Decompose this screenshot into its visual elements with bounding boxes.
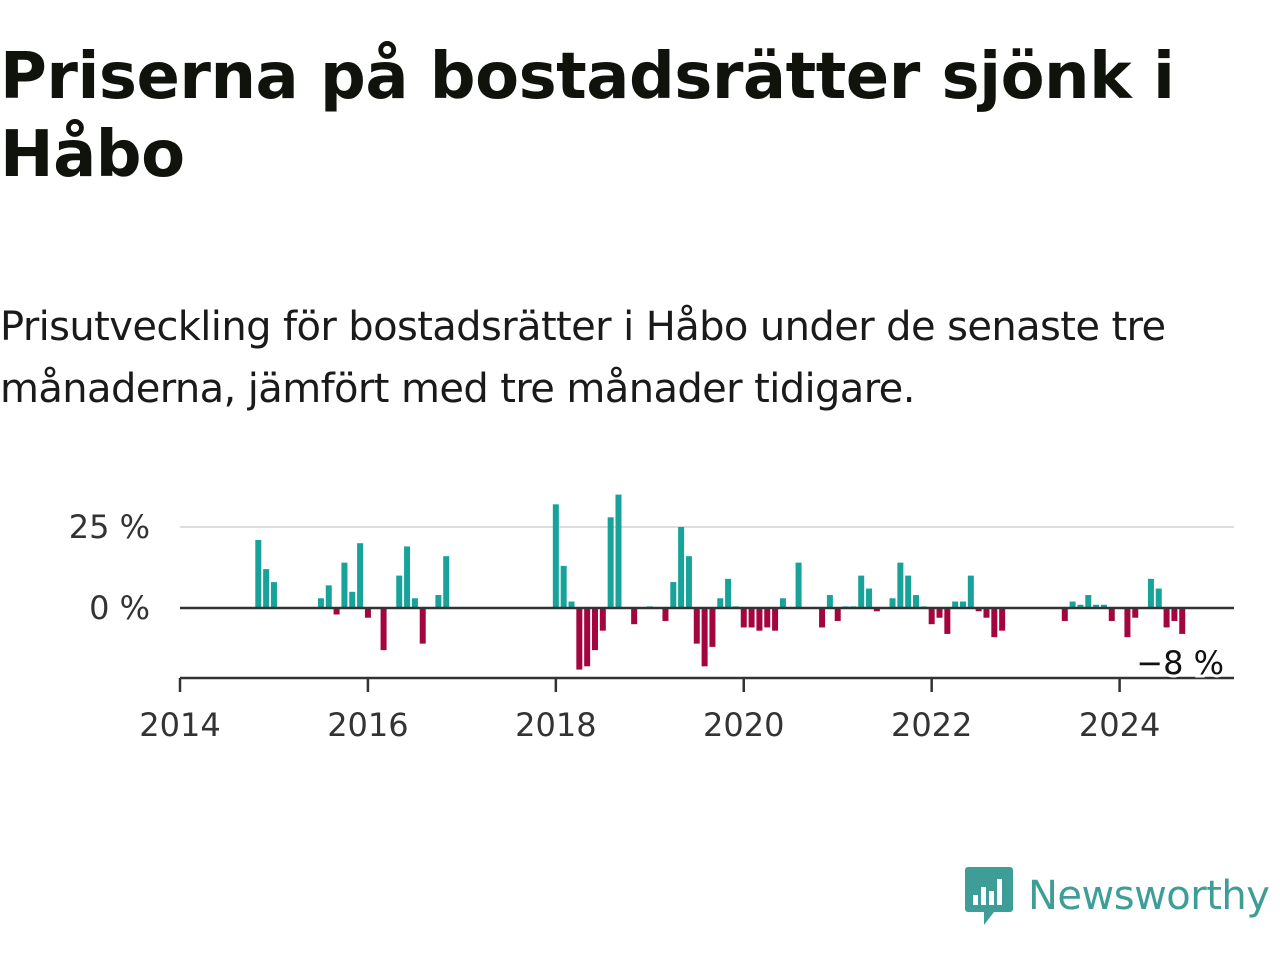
bar [1171, 608, 1178, 621]
bar [584, 608, 591, 667]
chart-subtitle: Prisutveckling för bostadsrätter i Håbo … [0, 304, 1166, 412]
bar [944, 608, 951, 634]
bar [928, 608, 935, 625]
bar [1100, 604, 1107, 608]
bar [615, 494, 622, 608]
bar [725, 578, 732, 608]
bar [764, 608, 771, 628]
bar [1163, 608, 1170, 628]
bar [748, 608, 755, 628]
bar [1069, 601, 1076, 608]
labels: 0 % 25 % 2014 2016 2018 2020 2022 2024 −8 % [69, 508, 1227, 744]
x-tick-label: 2022 [891, 706, 972, 744]
bar [999, 608, 1006, 631]
bar [1093, 604, 1100, 608]
y-tick-label: 25 % [69, 508, 150, 546]
bar [341, 562, 348, 608]
bars [255, 494, 1186, 670]
bar [756, 608, 763, 631]
bar [693, 608, 700, 644]
bar [552, 504, 559, 608]
bar [1179, 608, 1186, 634]
bar [795, 562, 802, 608]
bar [709, 608, 716, 647]
x-tick-label: 2020 [703, 706, 784, 744]
bar [952, 601, 959, 608]
bar [662, 608, 669, 621]
bar [568, 601, 575, 608]
bar [1124, 608, 1131, 638]
x-tick-label: 2024 [1079, 706, 1160, 744]
bar [591, 608, 598, 651]
bar [913, 595, 920, 608]
bar [1085, 595, 1092, 608]
bar [1061, 608, 1068, 621]
bar [772, 608, 779, 631]
last-value-label: −8 % [1136, 644, 1224, 682]
bar [905, 575, 912, 608]
bar [960, 601, 966, 608]
bar [364, 608, 371, 618]
bar [717, 598, 724, 608]
bar [576, 608, 583, 670]
bar [435, 595, 442, 608]
bar [263, 569, 270, 608]
bar [325, 585, 332, 608]
bar [255, 539, 262, 608]
bar [701, 608, 708, 667]
bar [560, 565, 567, 608]
bar [404, 546, 411, 608]
bar [607, 517, 614, 608]
bar [740, 608, 747, 628]
bar [866, 588, 873, 608]
bar [975, 608, 982, 612]
bar [685, 556, 692, 608]
newsworthy-brand-name: Newsworthy [1028, 873, 1270, 919]
bar [1132, 608, 1139, 618]
x-tick-label: 2016 [327, 706, 408, 744]
bar [889, 598, 896, 608]
bar [349, 591, 356, 608]
bar [991, 608, 998, 638]
x-tick-label: 2014 [139, 706, 220, 744]
bar [357, 543, 364, 608]
bar [1108, 608, 1115, 621]
bar [873, 608, 880, 612]
bar [670, 582, 677, 608]
bar-chart: 0 % 25 % 2014 2016 2018 2020 2022 2024 −8 % [69, 494, 1234, 744]
bar [599, 608, 606, 631]
chart-title: Priserna på bostadsrätter sjönk i Håbo [0, 40, 1175, 192]
bar [419, 608, 426, 644]
bar [333, 608, 340, 615]
bar [858, 575, 865, 608]
bar [631, 608, 638, 625]
newsworthy-logo: Newsworthy [964, 864, 1270, 928]
bar [1147, 578, 1154, 608]
bar [983, 608, 990, 618]
bar [678, 527, 685, 608]
x-tick-label: 2018 [515, 706, 596, 744]
bar [380, 608, 387, 651]
y-tick-label: 0 % [89, 589, 150, 627]
bar [936, 608, 943, 618]
bar [396, 575, 403, 608]
bar [826, 595, 833, 608]
bar [834, 608, 841, 621]
newsworthy-chart-bubble-icon [965, 867, 1013, 925]
bar [270, 582, 277, 608]
axes [178, 606, 1234, 692]
bar [1155, 588, 1162, 608]
bar [897, 562, 904, 608]
bar [1077, 604, 1084, 608]
bar [819, 608, 826, 628]
bar [967, 575, 974, 608]
bar [443, 556, 450, 608]
bar [317, 598, 324, 608]
bar [411, 598, 418, 608]
bar [779, 598, 786, 608]
